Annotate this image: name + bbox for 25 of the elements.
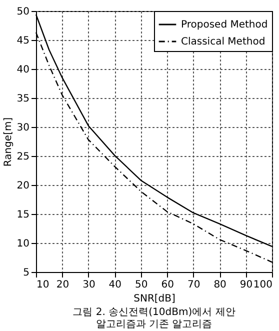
x-tick-label: 30 — [82, 280, 96, 290]
legend-label: Proposed Method — [181, 20, 268, 30]
x-tick-label: 80 — [214, 280, 226, 290]
y-tick-label: 45 — [16, 36, 30, 46]
x-tick-label: 100 — [253, 280, 272, 290]
x-tick-label: 20 — [56, 280, 70, 290]
y-tick-label: 40 — [16, 64, 30, 76]
x-tick-label: 70 — [187, 280, 200, 290]
y-tick-label: 25 — [16, 152, 30, 162]
x-tick-label: 10 — [36, 280, 50, 290]
y-tick-label: 20 — [16, 180, 30, 192]
y-tick-label: 30 — [16, 122, 30, 134]
y-tick-label: 50 — [16, 6, 30, 18]
y-tick-label: 15 — [16, 210, 30, 220]
y-axis-title: Range[m] — [2, 117, 14, 167]
legend-label: Classical Method — [181, 36, 266, 48]
caption: 그림 2. 송신전력(10dBm)에서 제안 알고리즘과 기존 알고리즘 — [72, 307, 236, 330]
y-tick-label: 5 — [23, 268, 30, 278]
x-tick-label: 90 — [240, 280, 253, 290]
x-tick-label: 50 — [135, 280, 148, 290]
x-tick-label: 60 — [161, 280, 174, 290]
y-tick-label: 10 — [16, 238, 30, 250]
y-tick-label: 35 — [16, 94, 30, 104]
x-tick-label: 40 — [108, 280, 122, 290]
x-axis-title: SNR[dB] — [134, 294, 176, 304]
